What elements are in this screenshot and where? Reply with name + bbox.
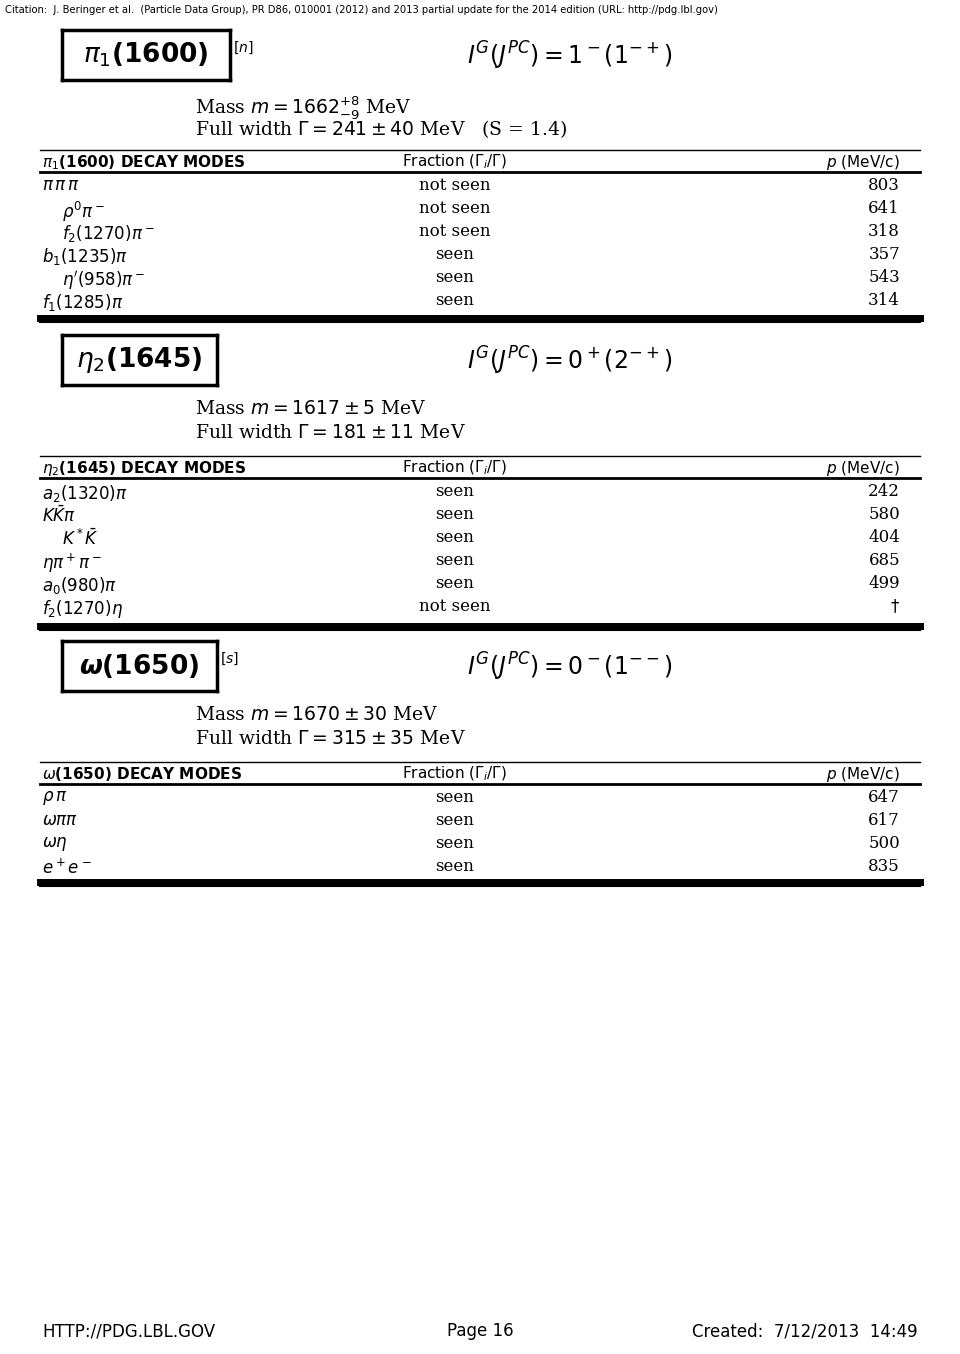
Text: $p$ (MeV/c): $p$ (MeV/c) — [827, 153, 900, 172]
Text: Fraction ($\Gamma_i/\Gamma$): Fraction ($\Gamma_i/\Gamma$) — [402, 153, 508, 172]
Text: Fraction ($\Gamma_i/\Gamma$): Fraction ($\Gamma_i/\Gamma$) — [402, 765, 508, 784]
Text: seen: seen — [436, 483, 474, 500]
Text: $p$ (MeV/c): $p$ (MeV/c) — [827, 765, 900, 784]
Text: Full width $\Gamma = 315 \pm 35$ MeV: Full width $\Gamma = 315 \pm 35$ MeV — [195, 730, 466, 747]
Text: $f_1(1285)\pi$: $f_1(1285)\pi$ — [42, 292, 123, 313]
Text: 357: 357 — [868, 246, 900, 263]
Text: $\rho^0\pi^-$: $\rho^0\pi^-$ — [62, 200, 105, 225]
Text: seen: seen — [436, 269, 474, 286]
Text: $\eta_2$(1645) DECAY MODES: $\eta_2$(1645) DECAY MODES — [42, 459, 246, 478]
Text: $e^+e^-$: $e^+e^-$ — [42, 858, 91, 877]
Text: 499: 499 — [869, 575, 900, 592]
Text: $K\bar{K}\pi$: $K\bar{K}\pi$ — [42, 506, 76, 527]
Text: $\boldsymbol{\pi_1}$$\mathbf{(1600)}$: $\boldsymbol{\pi_1}$$\mathbf{(1600)}$ — [84, 41, 208, 69]
Text: $\rho\,\pi$: $\rho\,\pi$ — [42, 789, 67, 807]
Text: 803: 803 — [868, 177, 900, 194]
Text: 318: 318 — [868, 223, 900, 240]
Text: Page 16: Page 16 — [446, 1322, 514, 1340]
Text: not seen: not seen — [420, 223, 491, 240]
Text: $I^G(J^{PC}) = 0^-(1^{--})$: $I^G(J^{PC}) = 0^-(1^{--})$ — [468, 651, 673, 684]
Text: $\pi_1$(1600) DECAY MODES: $\pi_1$(1600) DECAY MODES — [42, 153, 246, 172]
Text: $\omega$(1650) DECAY MODES: $\omega$(1650) DECAY MODES — [42, 765, 242, 783]
Text: $b_1(1235)\pi$: $b_1(1235)\pi$ — [42, 246, 128, 267]
Text: not seen: not seen — [420, 200, 491, 217]
Text: Mass $m = 1617 \pm 5$ MeV: Mass $m = 1617 \pm 5$ MeV — [195, 399, 426, 418]
Text: $a_0(980)\pi$: $a_0(980)\pi$ — [42, 575, 117, 596]
Text: $\eta\pi^+\pi^-$: $\eta\pi^+\pi^-$ — [42, 552, 102, 575]
Text: 647: 647 — [868, 789, 900, 806]
Text: seen: seen — [436, 506, 474, 523]
Text: 500: 500 — [868, 835, 900, 852]
Text: $\omega\eta$: $\omega\eta$ — [42, 835, 68, 853]
Text: Mass $m = 1670 \pm 30$ MeV: Mass $m = 1670 \pm 30$ MeV — [195, 705, 439, 724]
Text: 580: 580 — [868, 506, 900, 523]
Text: seen: seen — [436, 246, 474, 263]
Text: 543: 543 — [868, 269, 900, 286]
Text: Full width $\Gamma = 241 \pm 40$ MeV   (S = 1.4): Full width $\Gamma = 241 \pm 40$ MeV (S … — [195, 118, 567, 139]
Text: $\dagger$: $\dagger$ — [890, 598, 900, 616]
Text: Citation:  J. Beringer et al.  (Particle Data Group), PR D86, 010001 (2012) and : Citation: J. Beringer et al. (Particle D… — [5, 5, 718, 15]
Text: $a_2(1320)\pi$: $a_2(1320)\pi$ — [42, 483, 128, 504]
Text: HTTP://PDG.LBL.GOV: HTTP://PDG.LBL.GOV — [42, 1322, 215, 1340]
Text: 641: 641 — [868, 200, 900, 217]
Text: $\eta^{\prime}(958)\pi^-$: $\eta^{\prime}(958)\pi^-$ — [62, 269, 145, 292]
Text: 685: 685 — [869, 552, 900, 569]
Text: seen: seen — [436, 292, 474, 309]
Text: Created:  7/12/2013  14:49: Created: 7/12/2013 14:49 — [692, 1322, 918, 1340]
Text: $[n]$: $[n]$ — [233, 41, 253, 57]
Text: 314: 314 — [868, 292, 900, 309]
Text: $I^G(J^{PC}) = 0^+(2^{-+})$: $I^G(J^{PC}) = 0^+(2^{-+})$ — [468, 345, 673, 378]
Text: seen: seen — [436, 552, 474, 569]
Text: 404: 404 — [868, 529, 900, 546]
Text: $\pi\,\pi\,\pi$: $\pi\,\pi\,\pi$ — [42, 177, 80, 194]
Text: seen: seen — [436, 529, 474, 546]
Text: seen: seen — [436, 789, 474, 806]
Text: $[s]$: $[s]$ — [220, 651, 239, 668]
Text: $f_2(1270)\eta$: $f_2(1270)\eta$ — [42, 598, 123, 620]
Text: $p$ (MeV/c): $p$ (MeV/c) — [827, 459, 900, 478]
Text: $I^G(J^{PC}) = 1^-(1^{-+})$: $I^G(J^{PC}) = 1^-(1^{-+})$ — [468, 39, 673, 72]
Text: not seen: not seen — [420, 177, 491, 194]
Text: 242: 242 — [868, 483, 900, 500]
Text: $\boldsymbol{\eta_2}$$\mathbf{(1645)}$: $\boldsymbol{\eta_2}$$\mathbf{(1645)}$ — [76, 345, 203, 375]
Text: seen: seen — [436, 575, 474, 592]
Text: $\boldsymbol{\omega}$$\mathbf{(1650)}$: $\boldsymbol{\omega}$$\mathbf{(1650)}$ — [80, 653, 200, 680]
Text: seen: seen — [436, 835, 474, 852]
Text: Fraction ($\Gamma_i/\Gamma$): Fraction ($\Gamma_i/\Gamma$) — [402, 459, 508, 478]
Text: $\omega\pi\pi$: $\omega\pi\pi$ — [42, 812, 78, 829]
Text: 835: 835 — [868, 858, 900, 875]
Text: seen: seen — [436, 812, 474, 829]
Text: $K^*\bar{K}$: $K^*\bar{K}$ — [62, 529, 99, 550]
Text: Full width $\Gamma = 181 \pm 11$ MeV: Full width $\Gamma = 181 \pm 11$ MeV — [195, 424, 466, 441]
Text: not seen: not seen — [420, 598, 491, 615]
Text: Mass $m = 1662^{+8}_{-9}$ MeV: Mass $m = 1662^{+8}_{-9}$ MeV — [195, 93, 412, 121]
Text: $f_2(1270)\pi^-$: $f_2(1270)\pi^-$ — [62, 223, 155, 244]
Text: 617: 617 — [868, 812, 900, 829]
Text: seen: seen — [436, 858, 474, 875]
